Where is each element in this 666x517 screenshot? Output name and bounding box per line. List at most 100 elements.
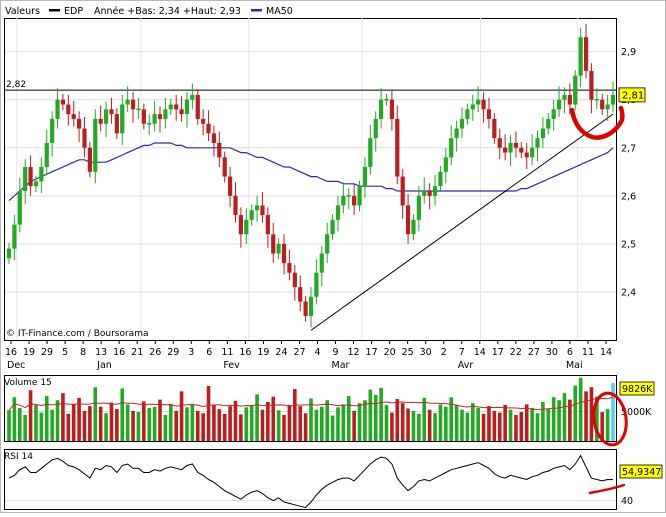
candle-body xyxy=(362,166,368,187)
volume-bar xyxy=(460,409,464,441)
candle-body xyxy=(254,205,260,211)
candle-body xyxy=(594,98,599,101)
candle xyxy=(60,93,66,111)
volume-bar xyxy=(282,415,286,441)
candle xyxy=(125,86,130,113)
date-tick-label: 19 xyxy=(23,347,35,358)
candle-body xyxy=(211,133,217,143)
candle xyxy=(82,117,87,158)
candle-body xyxy=(28,166,33,187)
candle xyxy=(335,195,341,232)
candle xyxy=(12,215,17,261)
volume-bar xyxy=(449,397,454,441)
date-tick-label: 11 xyxy=(221,347,233,358)
date-tick-label: 13 xyxy=(95,347,107,358)
price-tick-label: 2,9 xyxy=(621,47,636,58)
candle-body xyxy=(82,128,87,148)
price-tick-label: 2,5 xyxy=(621,239,636,250)
candle xyxy=(416,186,421,232)
volume-bar xyxy=(336,407,340,441)
candle xyxy=(190,83,195,110)
candle xyxy=(260,191,265,223)
candle-body xyxy=(578,37,583,76)
candle xyxy=(562,87,567,114)
volume-bar xyxy=(422,397,427,441)
volume-bar xyxy=(492,410,497,441)
candle xyxy=(556,86,562,118)
volume-bar xyxy=(190,403,195,441)
candle xyxy=(217,131,222,167)
candle xyxy=(384,93,389,106)
candle-body xyxy=(508,142,513,153)
volume-bar xyxy=(39,412,44,441)
month-axis: Dec Jan Fev Mar Avr Mai xyxy=(7,360,583,371)
volume-title: Volume 15 xyxy=(4,378,52,388)
candle-body xyxy=(222,157,227,177)
volume-last-value: 9826K xyxy=(622,384,653,395)
candle xyxy=(368,124,373,175)
volume-bar xyxy=(427,409,432,441)
volume-bar xyxy=(7,410,11,441)
volume-bar xyxy=(481,413,486,441)
candle xyxy=(98,105,103,132)
volume-bar xyxy=(142,401,146,441)
volume-bar xyxy=(66,413,71,441)
date-tick-label: 16 xyxy=(113,347,125,358)
credit: © IT-Finance.com / Boursorama xyxy=(6,329,148,339)
candle xyxy=(157,106,163,133)
candle xyxy=(411,214,416,241)
date-tick-label: 17 xyxy=(492,347,504,358)
candle xyxy=(287,249,292,281)
volume-bar xyxy=(530,407,534,441)
candle-body xyxy=(109,109,114,115)
volume-bar xyxy=(276,410,281,441)
candle xyxy=(465,103,470,125)
date-tick-label: 14 xyxy=(474,347,486,358)
volume-bar xyxy=(465,412,470,441)
volume-bar xyxy=(357,403,362,441)
volume-bar xyxy=(244,407,249,441)
legend-range: Année +Bas: 2,34 +Haut: 2,93 xyxy=(94,6,241,17)
candle-body xyxy=(163,109,168,119)
volume-bar xyxy=(298,406,303,441)
volume-bar xyxy=(212,404,216,441)
candle xyxy=(238,207,243,248)
month-label: Jan xyxy=(96,360,112,371)
candle-body xyxy=(314,272,319,297)
date-tick-label: 16 xyxy=(5,347,17,358)
volume-bar xyxy=(406,408,410,441)
date-tick-label: 16 xyxy=(239,347,251,358)
candle xyxy=(130,92,136,123)
volume-bar xyxy=(330,415,335,441)
volume-bar xyxy=(508,409,513,441)
volume-bar xyxy=(131,410,135,441)
candle xyxy=(578,27,583,88)
candle-body xyxy=(470,104,475,110)
date-tick-label: 9 xyxy=(333,347,339,358)
price-tick-label: 2,6 xyxy=(621,191,636,202)
volume-bar xyxy=(303,413,308,441)
ma50-swatch xyxy=(251,9,262,12)
month-gridlines xyxy=(16,18,579,340)
candle-body xyxy=(157,114,163,119)
volume-bar xyxy=(120,388,125,441)
candle-body xyxy=(373,118,378,139)
candle xyxy=(513,131,519,158)
volume-bar xyxy=(260,409,265,441)
legend: Valeurs EDP Année +Bas: 2,34 +Haut: 2,93… xyxy=(5,6,293,17)
date-tick-label: 26 xyxy=(149,347,161,358)
candle xyxy=(551,99,556,131)
volume-bar xyxy=(50,409,54,441)
volume-bar xyxy=(93,387,98,441)
candle xyxy=(93,109,98,184)
date-tick-label: 11 xyxy=(582,347,594,358)
candle-body xyxy=(503,147,508,153)
reference-line-label: 2,82 xyxy=(6,80,26,90)
volume-bar xyxy=(605,409,610,441)
volume-bar xyxy=(611,382,615,441)
volume-bar xyxy=(557,400,561,441)
date-tick-label: 3 xyxy=(188,347,194,358)
volume-bar xyxy=(61,393,65,441)
candle xyxy=(546,113,551,135)
